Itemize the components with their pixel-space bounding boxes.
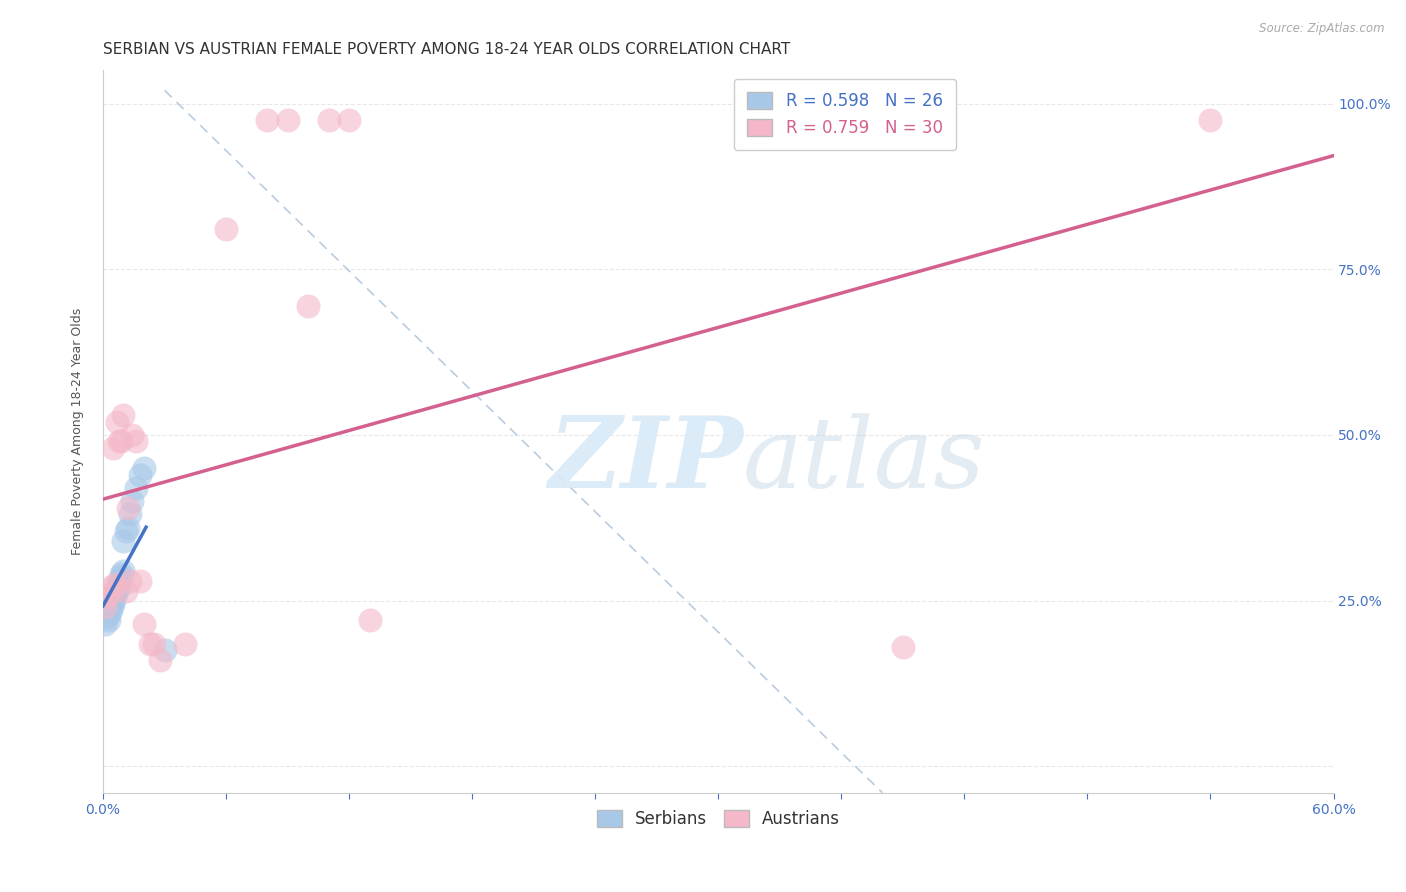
Point — [98, 587, 121, 601]
Point — [891, 640, 914, 654]
Point — [114, 524, 136, 538]
Point — [110, 566, 132, 581]
Point — [118, 508, 141, 522]
Point — [103, 441, 125, 455]
Text: ZIP: ZIP — [548, 412, 742, 508]
Point — [359, 613, 381, 627]
Point — [96, 590, 118, 604]
Point — [129, 467, 152, 482]
Point — [1199, 113, 1222, 128]
Point — [108, 434, 131, 449]
Legend: Serbians, Austrians: Serbians, Austrians — [591, 804, 846, 835]
Point — [143, 636, 166, 650]
Point — [98, 613, 121, 627]
Point — [100, 600, 122, 615]
Point — [105, 583, 128, 598]
Point — [215, 222, 238, 236]
Point — [103, 597, 125, 611]
Point — [256, 113, 278, 128]
Point — [337, 113, 360, 128]
Point — [105, 580, 128, 594]
Point — [94, 616, 117, 631]
Y-axis label: Female Poverty Among 18-24 Year Olds: Female Poverty Among 18-24 Year Olds — [72, 308, 84, 555]
Point — [94, 600, 117, 615]
Point — [114, 583, 136, 598]
Point — [110, 434, 132, 449]
Point — [121, 428, 143, 442]
Point — [117, 500, 139, 515]
Point — [132, 616, 155, 631]
Point — [112, 533, 135, 548]
Point — [112, 408, 135, 422]
Text: atlas: atlas — [742, 413, 986, 508]
Point — [104, 577, 127, 591]
Point — [149, 653, 172, 667]
Point — [277, 113, 299, 128]
Point — [108, 574, 131, 588]
Point — [100, 580, 122, 594]
Point — [129, 574, 152, 588]
Text: SERBIAN VS AUSTRIAN FEMALE POVERTY AMONG 18-24 YEAR OLDS CORRELATION CHART: SERBIAN VS AUSTRIAN FEMALE POVERTY AMONG… — [103, 42, 790, 57]
Point — [105, 415, 128, 429]
Point — [125, 481, 148, 495]
Point — [104, 590, 127, 604]
Point — [96, 610, 118, 624]
Point — [100, 603, 122, 617]
Point — [297, 299, 319, 313]
Point — [98, 607, 121, 621]
Point — [125, 434, 148, 449]
Point — [318, 113, 340, 128]
Point — [108, 580, 131, 594]
Point — [112, 564, 135, 578]
Point — [104, 587, 127, 601]
Point — [153, 643, 176, 657]
Point — [118, 574, 141, 588]
Point — [121, 494, 143, 508]
Point — [110, 570, 132, 584]
Point — [139, 636, 162, 650]
Point — [132, 461, 155, 475]
Point — [103, 593, 125, 607]
Point — [117, 520, 139, 534]
Point — [174, 636, 197, 650]
Text: Source: ZipAtlas.com: Source: ZipAtlas.com — [1260, 22, 1385, 36]
